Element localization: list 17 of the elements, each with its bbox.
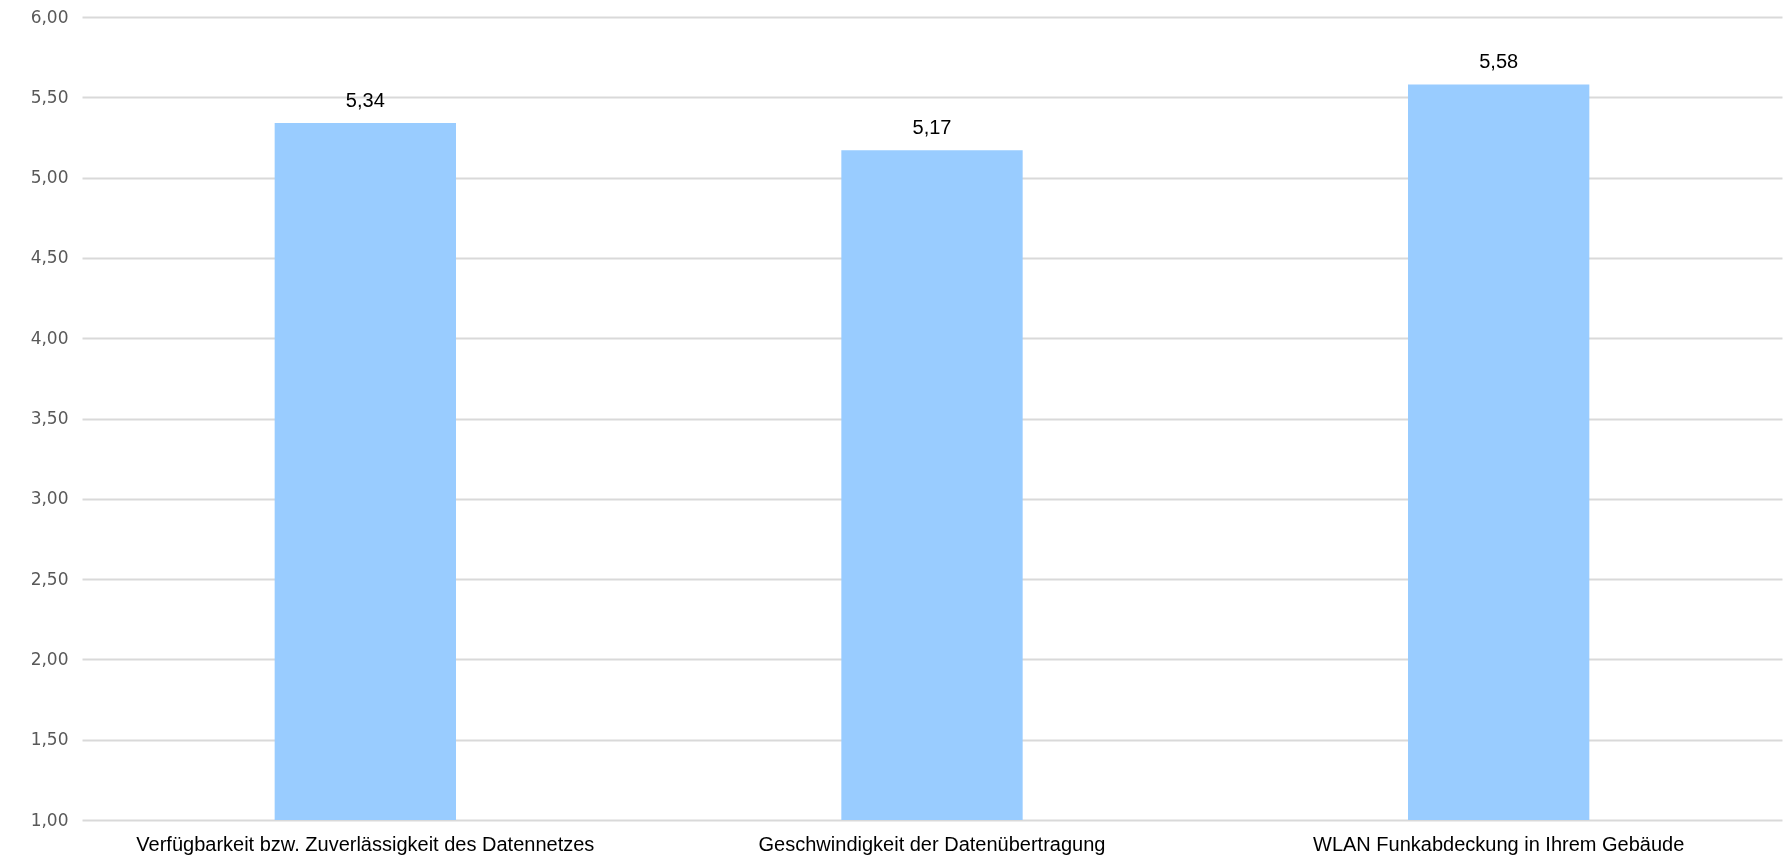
x-tick-label: Geschwindigkeit der Datenübertragung bbox=[758, 832, 1106, 855]
y-tick-label: 5,50 bbox=[30, 86, 69, 107]
x-tick-label: Verfügbarkeit bzw. Zuverlässigkeit des Datennetzes bbox=[136, 832, 595, 855]
y-tick-label: 3,00 bbox=[30, 488, 69, 509]
y-tick-label: 5,00 bbox=[30, 167, 69, 188]
y-tick-label: 2,00 bbox=[30, 648, 69, 669]
data-label: 5,58 bbox=[1479, 50, 1519, 73]
y-tick-label: 1,50 bbox=[30, 729, 69, 750]
y-tick-label: 4,50 bbox=[30, 247, 69, 268]
y-tick-label: 4,00 bbox=[30, 327, 69, 348]
x-tick-label: WLAN Funkabdeckung in Ihrem Gebäude bbox=[1313, 832, 1685, 855]
y-tick-label: 2,50 bbox=[30, 568, 69, 589]
data-label: 5,17 bbox=[912, 116, 952, 139]
y-tick-label: 3,50 bbox=[30, 408, 69, 428]
data-label: 5,34 bbox=[345, 89, 385, 111]
y-tick-label: 6,00 bbox=[30, 6, 69, 27]
y-tick-label: 1,00 bbox=[30, 809, 69, 830]
